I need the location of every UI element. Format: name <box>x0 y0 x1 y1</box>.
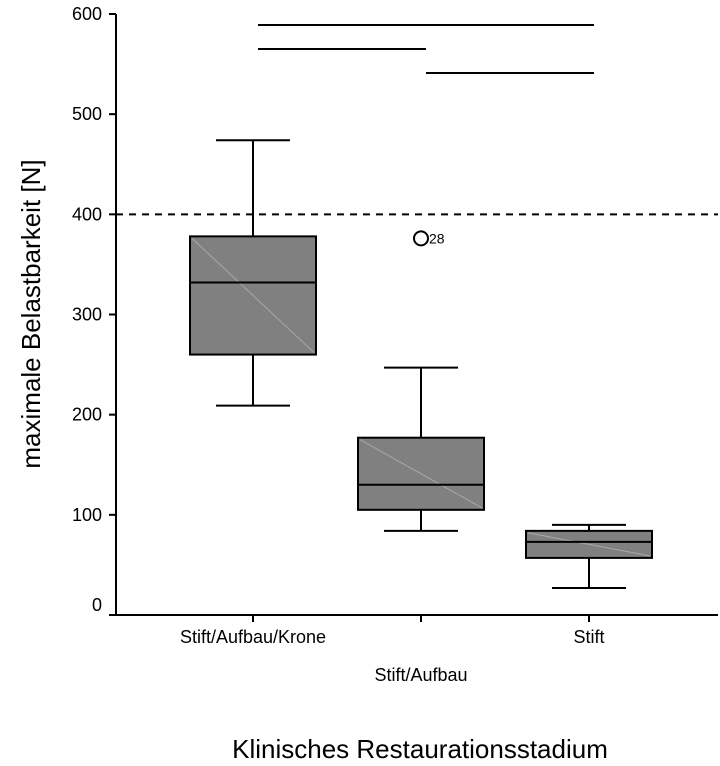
outliers-group: 28 <box>413 230 445 247</box>
y-tick-label: 600 <box>72 4 102 24</box>
y-axis-title: maximale Belastbarkeit [N] <box>16 159 46 468</box>
y-tick-label: 300 <box>72 305 102 325</box>
x-axis-category-labels: Stift/Aufbau/Krone Stift/Aufbau Stift <box>180 615 605 685</box>
y-tick-label: 400 <box>72 204 102 224</box>
x-category-label: Stift <box>573 627 604 647</box>
y-tick-label: 200 <box>72 405 102 425</box>
box-shading-line <box>191 238 315 353</box>
box-iqr <box>525 529 653 559</box>
outlier-label: 28 <box>429 230 445 246</box>
x-axis-title: Klinisches Restaurationsstadium <box>232 734 608 764</box>
x-category-label: Stift/Aufbau <box>374 665 467 685</box>
significance-bars <box>258 24 594 74</box>
y-axis-ticks: 0 100 200 300 400 500 600 <box>72 4 116 616</box>
outlier-point <box>413 230 429 247</box>
y-tick-label: 100 <box>72 505 102 525</box>
y-tick-label: 500 <box>72 104 102 124</box>
x-category-label: Stift/Aufbau/Krone <box>180 627 326 647</box>
boxes-group <box>189 139 653 589</box>
y-tick-label: 0 <box>92 595 102 615</box>
box-shading-line <box>359 439 483 509</box>
box-shading-line <box>527 532 651 557</box>
